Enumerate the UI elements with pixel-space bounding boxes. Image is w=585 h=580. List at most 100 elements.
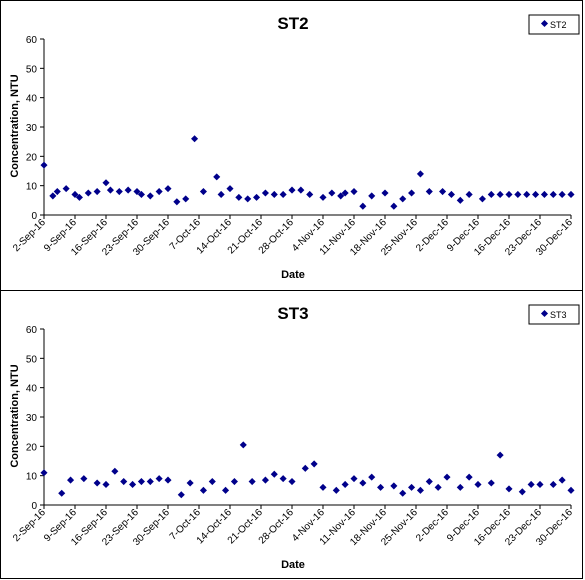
- data-point: [381, 189, 389, 197]
- data-point: [270, 470, 278, 478]
- legend-marker: [540, 19, 549, 28]
- data-point: [120, 477, 128, 486]
- data-point: [177, 491, 185, 499]
- data-point: [222, 486, 230, 494]
- chart-title: ST2: [277, 14, 308, 33]
- data-point: [155, 187, 163, 196]
- data-point: [527, 480, 535, 489]
- data-point: [124, 186, 132, 194]
- data-point: [75, 193, 83, 201]
- y-tick-label: 20: [26, 442, 38, 453]
- y-tick-label: 60: [26, 325, 38, 336]
- data-point: [261, 189, 269, 197]
- data-point: [416, 170, 424, 178]
- data-point: [341, 189, 349, 197]
- legend-box: [528, 14, 580, 35]
- data-point: [102, 179, 110, 187]
- plot-area: 01020304050602-Sep-169-Sep-1616-Sep-1623…: [11, 35, 575, 258]
- data-point: [549, 480, 557, 489]
- data-point: [306, 190, 314, 199]
- data-point: [111, 467, 119, 475]
- data-point: [474, 480, 482, 489]
- x-tick-label: 2-Sep-16: [11, 217, 48, 254]
- data-point: [84, 189, 92, 197]
- data-point: [434, 483, 442, 491]
- x-tick-label: 2-Dec-16: [414, 217, 451, 254]
- legend-box: [528, 304, 580, 325]
- data-point: [146, 477, 154, 486]
- data-point: [408, 483, 416, 491]
- data-point: [549, 190, 557, 199]
- data-point: [416, 486, 424, 494]
- y-tick-label: 50: [26, 354, 38, 365]
- data-point: [359, 202, 367, 210]
- data-point: [532, 190, 540, 199]
- data-point: [447, 190, 455, 199]
- chart-panel-st2: ST2 Date Concentration, NTU ST2 0 10 20 30 4…: [0, 0, 583, 291]
- data-point: [301, 464, 309, 472]
- data-point: [567, 486, 575, 494]
- data-point: [106, 186, 114, 194]
- data-point: [102, 480, 110, 489]
- data-point: [53, 187, 61, 196]
- series-ST3: [40, 441, 575, 499]
- x-tick-label: 2-Sep-16: [11, 507, 48, 544]
- x-axis-label: Date: [281, 559, 305, 571]
- data-point: [217, 190, 225, 199]
- data-point: [337, 192, 345, 200]
- data-point: [399, 489, 407, 497]
- data-point: [496, 190, 504, 199]
- data-point: [297, 186, 305, 194]
- data-point: [186, 479, 194, 487]
- chart-title: ST3: [277, 304, 308, 323]
- data-point: [279, 475, 287, 483]
- data-point: [439, 187, 447, 196]
- data-point: [182, 195, 190, 203]
- chart-panel-st3: ST3 Date Concentration, NTU ST3 0 10 20 30 4…: [0, 290, 583, 579]
- data-point: [487, 479, 495, 487]
- data-point: [319, 483, 327, 491]
- data-point: [341, 480, 349, 489]
- chart-st3: ST3 Date Concentration, NTU ST3 0 10 20 30 4…: [9, 304, 580, 571]
- data-point: [288, 186, 296, 194]
- data-point: [487, 190, 495, 199]
- data-point: [244, 195, 252, 203]
- data-point: [505, 190, 513, 199]
- data-point: [368, 192, 376, 200]
- legend-label: ST3: [550, 310, 567, 320]
- data-point: [164, 185, 172, 193]
- data-point: [93, 187, 101, 196]
- data-point: [465, 473, 473, 481]
- data-point: [319, 193, 327, 201]
- y-tick-label: 0: [31, 501, 37, 512]
- y-tick-label: 30: [26, 123, 38, 134]
- x-tick-label: 2-Dec-16: [414, 507, 451, 544]
- data-point: [390, 482, 398, 490]
- data-point: [213, 173, 221, 181]
- y-tick-label: 40: [26, 94, 38, 105]
- data-point: [456, 483, 464, 491]
- data-point: [270, 190, 278, 199]
- legend: ST3: [528, 304, 580, 325]
- legend-label: ST2: [550, 20, 567, 30]
- data-point: [310, 460, 318, 468]
- data-point: [496, 451, 504, 459]
- data-point: [465, 190, 473, 199]
- data-point: [505, 485, 513, 493]
- data-point: [350, 475, 358, 483]
- data-point: [199, 486, 207, 494]
- data-point: [279, 190, 287, 199]
- y-tick-label: 50: [26, 64, 38, 75]
- data-point: [425, 187, 433, 196]
- data-point: [523, 190, 531, 199]
- data-point: [62, 185, 70, 193]
- data-point: [328, 189, 336, 197]
- y-axis-label: Concentration, NTU: [9, 74, 21, 177]
- data-point: [558, 476, 566, 484]
- series-ST2: [40, 135, 575, 210]
- data-point: [478, 195, 486, 203]
- data-point: [558, 190, 566, 199]
- data-point: [332, 486, 340, 494]
- data-point: [518, 488, 526, 496]
- data-point: [248, 477, 256, 486]
